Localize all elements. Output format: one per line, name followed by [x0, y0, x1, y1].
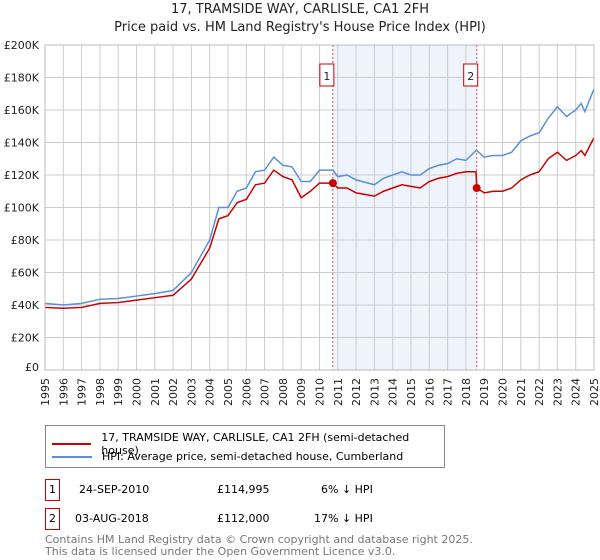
x-tick-label: 2010 [314, 378, 327, 406]
y-tick-label: £0 [25, 361, 39, 374]
transaction-date: 03-AUG-2018 [75, 512, 149, 525]
y-tick-label: £100K [4, 202, 40, 215]
x-tick-label: 2013 [368, 378, 381, 406]
transaction-price: £112,000 [217, 512, 270, 525]
y-tick-label: £200K [4, 39, 40, 52]
transaction-hpi-diff: 17% ↓ HPI [314, 512, 373, 525]
plot-frame [44, 44, 595, 371]
x-tick-label: 2011 [332, 378, 345, 406]
x-tick-label: 2017 [442, 378, 455, 406]
legend-item-property: 17, TRAMSIDE WAY, CARLISLE, CA1 2FH (sem… [52, 431, 444, 457]
price-chart: 1995 1996 1997 1998 1999 2000 2001 2002 2003 2004… [4, 39, 600, 406]
legend: 17, TRAMSIDE WAY, CARLISLE, CA1 2FH (sem… [45, 425, 445, 468]
y-tick-label: £80K [11, 234, 40, 247]
x-tick-label: 2024 [570, 378, 583, 406]
x-tick-label: 2021 [515, 378, 528, 406]
x-tick-label: 1998 [94, 378, 107, 406]
x-tick-label: 1999 [112, 378, 125, 406]
x-tick-label: 2004 [204, 378, 217, 406]
sale-marker-label: 2 [467, 70, 474, 83]
transaction-marker: 1 [45, 479, 60, 501]
footer-licence: This data is licensed under the Open Gov… [45, 545, 396, 558]
y-tick-label: £60K [11, 267, 40, 280]
x-tick-label: 2019 [478, 378, 491, 406]
transaction-row: 2 03-AUG-2018 £112,000 17% ↓ HPI [45, 508, 545, 530]
x-tick-label: 2023 [551, 378, 564, 406]
legend-swatch-blue [52, 455, 92, 458]
x-tick-label: 2002 [167, 378, 180, 406]
chart-subtitle: Price paid vs. HM Land Registry's House … [114, 20, 486, 35]
sale-point [472, 184, 481, 192]
sale-marker-box [319, 63, 335, 87]
y-tick-label: £140K [4, 137, 40, 150]
x-tick-label: 2000 [131, 378, 144, 406]
x-tick-label: 2003 [185, 378, 198, 406]
transaction-date: 24-SEP-2010 [79, 483, 150, 496]
x-tick-label: 2020 [497, 378, 510, 406]
y-tick-label: £180K [4, 72, 40, 85]
legend-label: 17, TRAMSIDE WAY, CARLISLE, CA1 2FH (sem… [101, 431, 410, 457]
legend-swatch-red [52, 443, 92, 445]
sale-marker-label: 1 [323, 70, 330, 83]
sale-marker-box [463, 63, 479, 87]
x-tick-label: 2022 [533, 378, 546, 406]
x-tick-label: 1996 [57, 378, 70, 406]
footer-copyright: Contains HM Land Registry data © Crown c… [45, 533, 473, 546]
transaction-marker: 2 [45, 508, 60, 530]
chart-title: 17, TRAMSIDE WAY, CARLISLE, CA1 2FH [171, 2, 429, 17]
x-tick-label: 2012 [350, 378, 363, 406]
transaction-row: 1 24-SEP-2010 £114,995 6% ↓ HPI [45, 479, 545, 501]
footer: Contains HM Land Registry data © Crown c… [45, 534, 473, 558]
y-tick-label: £20K [11, 332, 40, 345]
x-tick-label: 1997 [76, 378, 89, 406]
x-tick-label: 1995 [39, 378, 52, 406]
x-tick-label: 2014 [387, 378, 400, 406]
x-tick-label: 2008 [277, 378, 290, 406]
y-tick-label: £160K [4, 104, 40, 117]
transaction-price: £114,995 [217, 483, 270, 496]
price-paid-line [44, 137, 595, 310]
x-tick-label: 2025 [588, 378, 600, 406]
x-tick-label: 2016 [423, 378, 436, 406]
x-tick-label: 2005 [222, 378, 235, 406]
legend-label: HPI: Average price, semi-detached house,… [102, 450, 404, 463]
x-tick-label: 2001 [149, 378, 162, 406]
y-tick-label: £40K [11, 299, 40, 312]
x-tick-label: 2015 [405, 378, 418, 406]
transaction-hpi-diff: 6% ↓ HPI [321, 483, 373, 496]
x-tick-label: 2007 [259, 378, 272, 406]
x-tick-label: 2018 [460, 378, 473, 406]
x-tick-label: 2006 [240, 378, 253, 406]
sale-point [328, 179, 337, 188]
legend-item-hpi: HPI: Average price, semi-detached house,… [52, 450, 403, 463]
y-tick-label: £120K [4, 169, 40, 182]
x-tick-label: 2009 [295, 378, 308, 406]
hpi-line [44, 88, 595, 306]
